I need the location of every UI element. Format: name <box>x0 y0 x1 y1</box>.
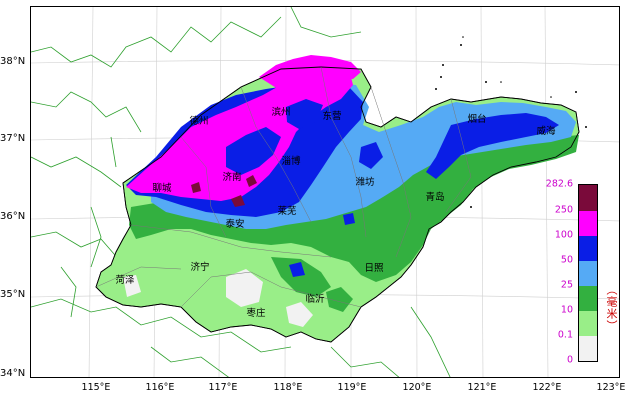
lon-label-118: 118°E <box>273 382 303 393</box>
lon-label-117: 117°E <box>208 382 238 393</box>
legend-label-0: 0 <box>566 354 573 366</box>
lon-label-119: 119°E <box>337 382 367 393</box>
city-label-yantai: 烟台 <box>467 114 487 125</box>
legend-label-10: 10 <box>560 304 573 316</box>
lat-label-36: 36°N <box>0 211 26 222</box>
legend-label-250: 250 <box>554 204 573 216</box>
city-label-weihai: 威海 <box>536 126 556 137</box>
city-label-dongying: 东营 <box>322 111 342 122</box>
city-label-zibo: 淄博 <box>281 156 301 167</box>
legend-swatch-0 <box>579 336 597 361</box>
lon-label-116: 116°E <box>145 382 175 393</box>
city-label-qingdao: 青岛 <box>425 192 445 203</box>
legend-label-25: 25 <box>560 279 573 291</box>
lat-label-35: 35°N <box>0 289 26 300</box>
city-label-jinan: 济南 <box>222 172 242 183</box>
city-label-linyi: 临沂 <box>305 294 325 305</box>
lon-label-122: 122°E <box>532 382 562 393</box>
lon-label-121: 121°E <box>467 382 497 393</box>
city-label-jining: 济宁 <box>190 262 210 273</box>
map-area <box>30 6 620 378</box>
lat-label-37: 37°N <box>0 133 26 144</box>
rainfall-map <box>31 7 619 377</box>
legend-swatch-25 <box>579 261 597 286</box>
city-label-heze: 菏泽 <box>115 275 135 286</box>
lat-label-38: 38°N <box>0 56 26 67</box>
city-label-liaocheng: 聊城 <box>152 183 172 194</box>
islands <box>435 36 587 208</box>
lon-label-120: 120°E <box>402 382 432 393</box>
legend-swatch-250 <box>579 185 597 211</box>
city-label-rizhao: 日照 <box>364 263 384 274</box>
legend-colorbar <box>578 184 598 362</box>
legend-label-100: 100 <box>554 229 573 241</box>
legend-swatch-100 <box>579 211 597 236</box>
lat-label-34: 34°N <box>0 368 26 379</box>
city-label-weifang: 潍坊 <box>355 177 375 188</box>
rainfall-shading <box>95 55 580 343</box>
city-label-taian: 泰安 <box>225 219 245 230</box>
legend-swatch-10 <box>579 286 597 311</box>
lon-label-123: 123°E <box>596 382 626 393</box>
legend-label-50: 50 <box>560 254 573 266</box>
legend-swatch-0-1 <box>579 311 597 336</box>
lon-label-115: 115°E <box>81 382 111 393</box>
city-label-laiwu: 莱芜 <box>277 206 297 217</box>
neighbor-boundaries <box>31 7 451 377</box>
legend-label-0-1: 0.1 <box>557 329 573 341</box>
legend-max-label: 282.6 <box>545 178 573 190</box>
legend-swatch-50 <box>579 236 597 261</box>
city-label-zaozhuang: 枣庄 <box>246 308 266 319</box>
city-label-binzhou: 滨州 <box>271 107 291 118</box>
legend-unit-label: （毫米） <box>605 284 618 332</box>
city-label-dezhou: 德州 <box>189 116 209 127</box>
